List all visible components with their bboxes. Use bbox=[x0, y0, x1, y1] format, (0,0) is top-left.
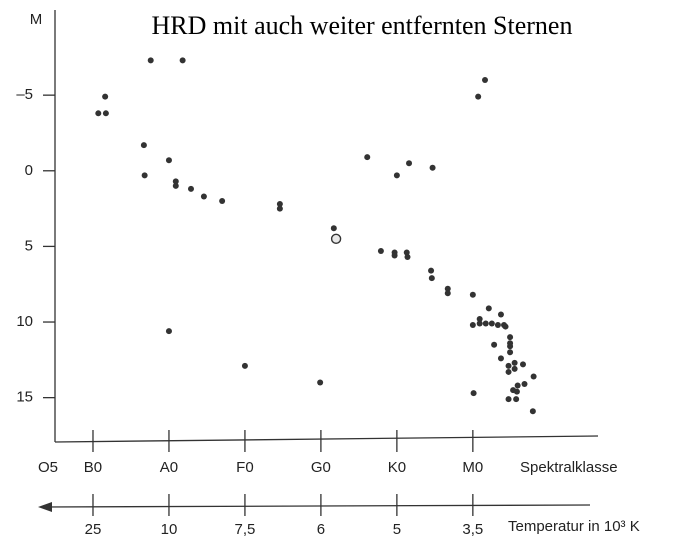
star-point bbox=[505, 362, 512, 369]
star-point bbox=[469, 322, 476, 329]
temperature-arrow bbox=[41, 504, 591, 508]
star-point bbox=[219, 198, 226, 205]
x2-tick-label: 6 bbox=[317, 521, 325, 538]
y-tick-label: –5 bbox=[16, 86, 33, 103]
x-tick-label: G0 bbox=[311, 459, 331, 476]
star-point bbox=[476, 320, 483, 327]
star-point bbox=[497, 311, 504, 318]
star-point bbox=[507, 334, 514, 341]
star-point bbox=[511, 365, 518, 372]
star-point bbox=[165, 328, 172, 335]
chart-title: HRD mit auch weiter entfernten Sternen bbox=[152, 11, 573, 40]
star-point bbox=[470, 390, 477, 397]
star-point bbox=[276, 205, 283, 212]
star-point bbox=[172, 178, 179, 185]
star-point bbox=[393, 172, 400, 179]
x-tick-label: M0 bbox=[462, 459, 483, 476]
y-tick-label: 0 bbox=[25, 162, 33, 179]
y-axis-label: M bbox=[30, 11, 43, 28]
star-point bbox=[505, 368, 512, 375]
star-point bbox=[165, 157, 172, 164]
arrow-head bbox=[38, 502, 52, 512]
star-point bbox=[179, 57, 186, 64]
star-point bbox=[404, 253, 411, 260]
x-tick-label: B0 bbox=[84, 459, 102, 476]
star-point bbox=[377, 247, 384, 254]
x-tick-label: F0 bbox=[236, 459, 254, 476]
star-point bbox=[428, 267, 435, 274]
star-point bbox=[505, 396, 512, 403]
star-point bbox=[530, 373, 537, 380]
star-point bbox=[317, 379, 324, 386]
star-point bbox=[521, 381, 528, 388]
x-tick-label: O5 bbox=[38, 459, 58, 476]
star-point bbox=[488, 320, 495, 327]
star-point bbox=[140, 142, 147, 149]
x-axis bbox=[54, 435, 599, 443]
star-point bbox=[102, 110, 109, 117]
star-point bbox=[514, 382, 521, 389]
star-point bbox=[330, 233, 342, 245]
star-point bbox=[276, 201, 283, 208]
x2-tick-label: 10 bbox=[161, 521, 178, 538]
star-point bbox=[482, 320, 489, 327]
star-point bbox=[507, 343, 514, 350]
y-tick-label: 5 bbox=[25, 237, 33, 254]
star-point bbox=[428, 275, 435, 282]
x2-tick-label: 25 bbox=[85, 521, 102, 538]
star-point bbox=[513, 396, 520, 403]
star-point bbox=[406, 160, 413, 167]
star-point bbox=[241, 362, 248, 369]
star-point bbox=[482, 77, 489, 84]
star-point bbox=[494, 322, 501, 329]
star-point bbox=[147, 57, 154, 64]
x-tick-label: A0 bbox=[160, 459, 178, 476]
star-point bbox=[529, 408, 536, 415]
star-point bbox=[172, 182, 179, 189]
x2-tick-label: 7,5 bbox=[235, 521, 256, 538]
x-tick-label: K0 bbox=[388, 459, 406, 476]
star-point bbox=[497, 355, 504, 362]
star-point bbox=[476, 316, 483, 323]
star-point bbox=[364, 154, 371, 161]
x2-tick-label: 3,5 bbox=[462, 521, 483, 538]
star-point bbox=[491, 341, 498, 348]
star-point bbox=[330, 225, 337, 232]
y-tick-label: 10 bbox=[16, 313, 33, 330]
x2-axis-label: Temperatur in 10³ K bbox=[508, 518, 640, 535]
star-point bbox=[187, 185, 194, 192]
star-point bbox=[95, 110, 102, 117]
star-point bbox=[519, 361, 526, 368]
star-point bbox=[403, 249, 410, 256]
star-point bbox=[507, 349, 514, 356]
star-point bbox=[485, 305, 492, 312]
star-point bbox=[511, 359, 518, 366]
star-point bbox=[475, 93, 482, 100]
star-point bbox=[513, 388, 520, 395]
star-point bbox=[444, 285, 451, 292]
star-point bbox=[200, 193, 207, 200]
star-point bbox=[102, 93, 109, 100]
star-point bbox=[391, 252, 398, 259]
star-point bbox=[141, 172, 148, 179]
star-point bbox=[444, 290, 451, 297]
star-point bbox=[429, 164, 436, 171]
star-point bbox=[469, 291, 476, 298]
y-tick-label: 15 bbox=[16, 389, 33, 406]
x2-tick-label: 5 bbox=[393, 521, 401, 538]
star-point bbox=[502, 323, 509, 330]
x-axis-label: Spektralklasse bbox=[520, 459, 618, 476]
